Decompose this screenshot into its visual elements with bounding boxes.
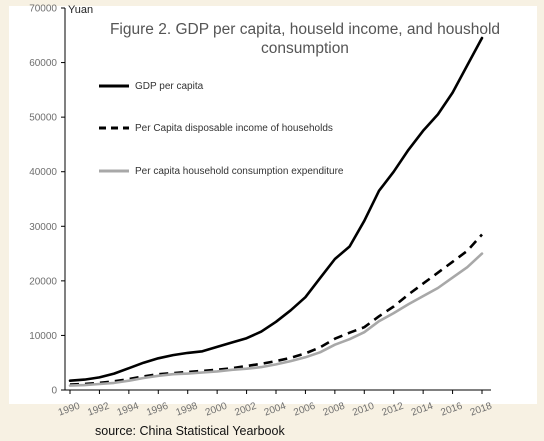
y-axis-unit-label: Yuan [68,4,93,16]
y-tick-label: 0 [51,386,57,397]
y-tick-label: 50000 [29,113,57,124]
legend-label-consumption: Per capita household consumption expendi… [135,166,344,177]
series-line-consumption-expenditure [68,252,484,387]
y-tick-label: 40000 [29,167,57,178]
x-axis-ticks: 1990 1992 1994 1996 1998 2000 2002 2004 2006 2008… [57,390,494,419]
source-note: source: China Statistical Yearbook [95,424,285,438]
legend-label-gdp: GDP per capita [135,81,204,92]
y-tick-label: 20000 [29,276,57,287]
y-tick-label: 70000 [29,4,57,15]
legend-label-income: Per Capita disposable income of househol… [135,123,333,134]
legend: GDP per capita Per Capita disposable inc… [99,81,344,177]
y-tick-label: 10000 [29,331,57,342]
chart-title-line-1: Figure 2. GDP per capita, houseld income… [110,21,500,38]
series-line-gdp-per-capita [68,36,484,383]
series-layer [68,36,484,387]
y-tick-label: 30000 [29,222,57,233]
y-tick-label: 60000 [29,58,57,69]
chart-title-line-2: consumption [261,40,349,57]
chart-panel [9,6,537,404]
series-line-disposable-income [69,233,483,386]
y-axis-ticks: 0 10000 20000 30000 40000 50000 60000 70000 [29,4,65,397]
